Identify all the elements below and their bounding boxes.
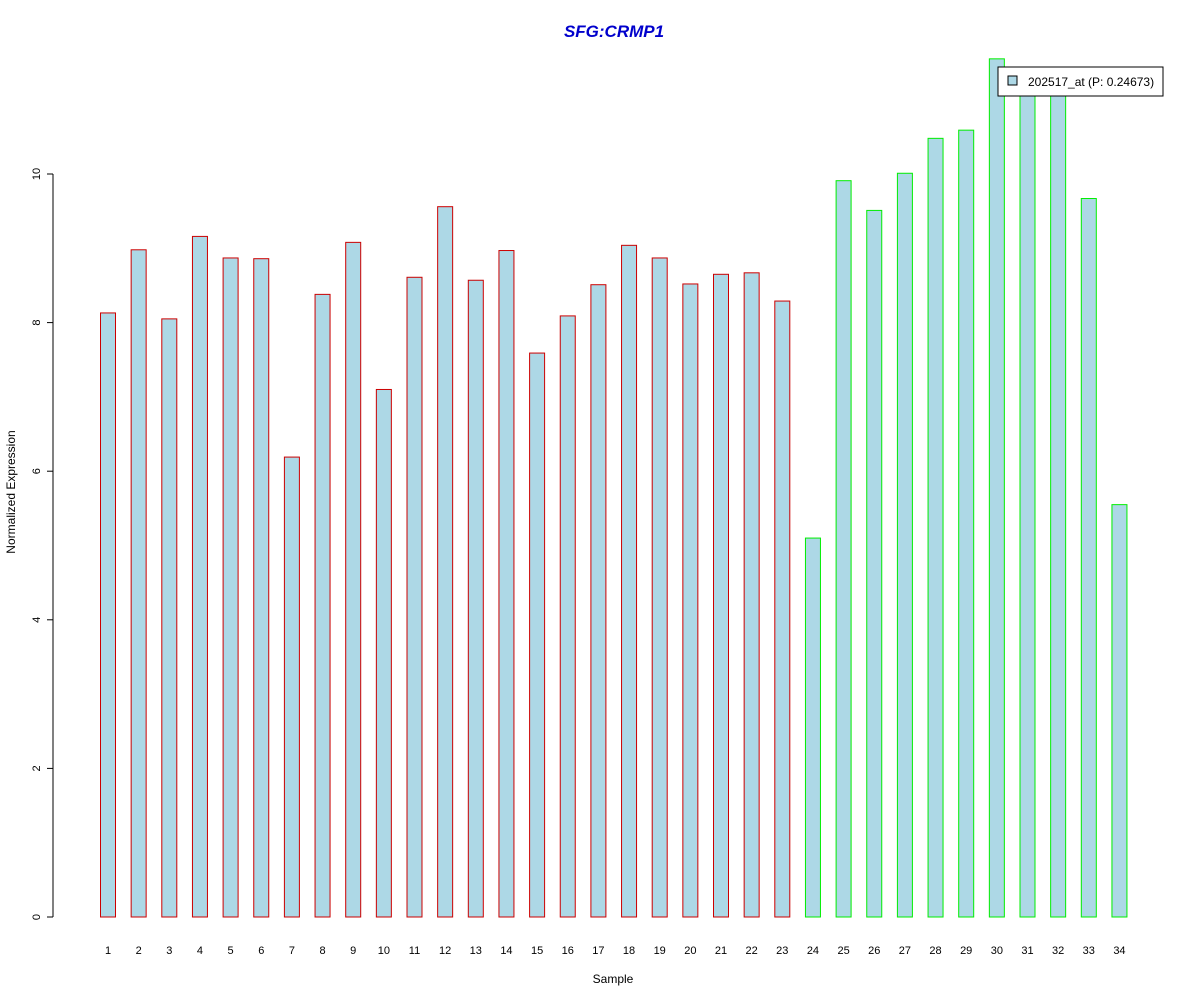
bar-sample-31 (1019, 91, 1036, 918)
bar-sample-29 (958, 129, 975, 918)
bar-sample-2 (130, 249, 147, 918)
x-tick-labels: 1 2 3 4 5 6 7 8 9 10 11 12 13 14 15 16 17 18 19 20 21 22 23 24 2… (105, 945, 1126, 957)
x-tick-label: 19 (654, 945, 666, 957)
y-tick-label: 4 (31, 617, 43, 623)
bar-sample-27 (896, 172, 913, 918)
legend-swatch (1007, 75, 1018, 86)
x-tick-label: 11 (409, 945, 420, 957)
x-tick-label: 2 (136, 945, 142, 957)
y-tick-label: 6 (31, 468, 43, 474)
x-tick-label: 22 (746, 945, 758, 957)
x-tick-label: 3 (166, 945, 172, 957)
x-axis-label: Sample (593, 972, 634, 986)
bar-sample-1 (100, 312, 116, 918)
bar-sample-15 (529, 352, 546, 918)
bar-sample-25 (835, 180, 852, 918)
bar-sample-11 (406, 276, 423, 918)
x-tick-label: 33 (1083, 945, 1095, 957)
x-tick-label: 18 (623, 945, 635, 957)
legend-box (997, 66, 1164, 97)
bar-sample-20 (682, 283, 699, 918)
chart-title: SFG:CRMP1 (564, 22, 664, 41)
x-tick-label: 14 (500, 945, 512, 957)
bar-sample-32 (1050, 91, 1067, 918)
x-tick-label: 25 (837, 945, 849, 957)
bar-sample-34 (1111, 504, 1128, 918)
bar-sample-8 (314, 293, 331, 918)
x-tick-label: 21 (715, 945, 727, 957)
bar-sample-16 (559, 315, 576, 918)
bars (100, 58, 1128, 918)
x-tick-label: 17 (592, 945, 604, 957)
bar-sample-18 (621, 244, 638, 918)
bar-sample-7 (283, 456, 300, 918)
bar-sample-17 (590, 284, 607, 918)
x-tick-label: 6 (258, 945, 264, 957)
y-tick-label: 0 (31, 914, 43, 920)
x-tick-label: 30 (991, 945, 1003, 957)
x-tick-label: 7 (289, 945, 295, 957)
y-tick-label: 8 (31, 320, 43, 326)
bar-sample-9 (345, 241, 362, 918)
y-tick-label: 2 (31, 765, 43, 771)
x-tick-label: 23 (776, 945, 788, 957)
x-tick-label: 16 (562, 945, 574, 957)
bar-sample-26 (866, 209, 883, 918)
bar-sample-23 (774, 300, 791, 918)
x-tick-label: 12 (439, 945, 451, 957)
bar-sample-14 (498, 250, 515, 918)
y-tick-label: 10 (31, 168, 43, 180)
bar-sample-24 (804, 537, 821, 918)
y-axis-label: Normalized Expression (4, 430, 18, 553)
x-tick-label: 24 (807, 945, 819, 957)
x-tick-label: 4 (197, 945, 203, 957)
x-tick-label: 34 (1113, 945, 1125, 957)
x-tick-label: 32 (1052, 945, 1064, 957)
bar-sample-21 (713, 273, 729, 918)
bar-sample-19 (651, 257, 668, 918)
x-tick-label: 8 (319, 945, 325, 957)
bar-sample-10 (375, 388, 392, 918)
x-tick-label: 15 (531, 945, 543, 957)
bar-sample-22 (743, 272, 760, 918)
x-tick-label: 27 (899, 945, 911, 957)
bar-sample-12 (437, 206, 454, 918)
bar-sample-33 (1080, 198, 1097, 918)
x-tick-label: 31 (1021, 945, 1033, 957)
x-tick-label: 13 (470, 945, 482, 957)
y-axis: 0 2 4 6 8 10 (31, 168, 54, 920)
x-tick-label: 10 (378, 945, 390, 957)
bar-sample-30 (988, 58, 1005, 918)
x-tick-label: 9 (350, 945, 356, 957)
legend-label: 202517_at (P: 0.24673) (1028, 75, 1154, 89)
bar-sample-5 (222, 257, 239, 918)
x-tick-label: 20 (684, 945, 696, 957)
legend: 202517_at (P: 0.24673) (997, 66, 1164, 97)
x-tick-label: 28 (929, 945, 941, 957)
x-tick-label: 5 (228, 945, 234, 957)
bar-sample-13 (467, 279, 484, 918)
x-tick-label: 29 (960, 945, 972, 957)
bar-sample-3 (161, 318, 178, 918)
x-tick-label: 26 (868, 945, 880, 957)
bar-sample-28 (927, 137, 944, 918)
bar-sample-4 (191, 235, 208, 918)
bar-sample-6 (253, 258, 270, 918)
x-tick-label: 1 (105, 945, 111, 957)
